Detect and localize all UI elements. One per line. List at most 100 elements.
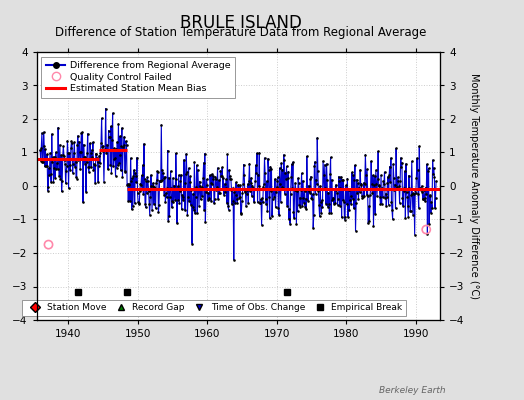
Point: [212, 176, 220, 182]
Point: [129, 173, 138, 179]
Point: [383, 180, 391, 186]
Point: [199, 175, 208, 182]
Point: [105, 133, 114, 140]
Point: [350, 177, 358, 184]
Point: [133, 190, 141, 197]
Point: [422, 226, 430, 233]
Point: [394, 174, 402, 180]
Point: [59, 152, 67, 158]
Point: [165, 175, 173, 181]
Point: [47, 170, 55, 177]
Point: [156, 178, 164, 184]
Point: [373, 193, 381, 200]
Point: [39, 159, 47, 166]
Point: [383, 194, 391, 200]
Point: [376, 200, 385, 207]
Point: [324, 189, 332, 196]
Point: [50, 164, 58, 171]
Point: [234, 182, 242, 188]
Point: [222, 176, 231, 182]
Point: [184, 194, 192, 201]
Point: [310, 212, 318, 218]
Point: [303, 186, 312, 192]
Point: [189, 190, 198, 197]
Point: [115, 152, 124, 158]
Point: [58, 178, 67, 184]
Point: [262, 201, 270, 208]
Point: [105, 134, 113, 140]
Point: [162, 190, 170, 196]
Point: [429, 157, 437, 163]
Point: [427, 210, 435, 216]
Point: [430, 174, 439, 180]
Point: [121, 169, 129, 175]
Point: [185, 198, 193, 204]
Point: [404, 214, 412, 220]
Point: [411, 187, 419, 194]
Point: [183, 212, 192, 218]
Point: [96, 149, 105, 156]
Point: [216, 168, 225, 174]
Point: [424, 168, 432, 174]
Point: [156, 178, 165, 184]
Point: [127, 178, 135, 185]
Point: [230, 256, 238, 263]
Point: [422, 190, 430, 197]
Point: [305, 188, 313, 194]
Point: [353, 190, 362, 196]
Point: [340, 216, 348, 223]
Point: [227, 176, 235, 182]
Point: [323, 204, 332, 210]
Point: [310, 163, 319, 170]
Point: [104, 128, 113, 134]
Point: [77, 130, 85, 136]
Point: [206, 172, 214, 178]
Point: [122, 138, 130, 144]
Point: [177, 172, 185, 178]
Point: [165, 213, 173, 220]
Point: [114, 121, 123, 127]
Point: [240, 172, 248, 178]
Point: [326, 171, 334, 177]
Point: [329, 196, 337, 202]
Point: [417, 186, 425, 193]
Point: [202, 189, 210, 195]
Point: [399, 203, 407, 209]
Point: [298, 203, 307, 209]
Point: [157, 122, 166, 128]
Point: [104, 166, 112, 172]
Point: [91, 162, 99, 168]
Point: [176, 188, 184, 194]
Point: [86, 140, 94, 146]
Point: [287, 174, 296, 180]
Point: [173, 220, 181, 226]
Point: [63, 163, 71, 170]
Point: [316, 183, 324, 189]
Point: [389, 175, 398, 182]
Point: [370, 182, 378, 189]
Point: [233, 200, 242, 206]
Point: [304, 198, 312, 204]
Point: [266, 215, 274, 221]
Point: [334, 174, 343, 180]
Point: [250, 199, 258, 206]
Point: [54, 124, 62, 131]
Point: [170, 182, 178, 189]
Point: [159, 175, 168, 182]
Point: [385, 172, 394, 178]
Point: [45, 242, 53, 248]
Point: [219, 186, 227, 192]
Point: [305, 190, 314, 196]
Point: [178, 206, 186, 213]
Point: [238, 198, 246, 204]
Point: [302, 206, 310, 213]
Point: [91, 180, 100, 186]
Point: [235, 194, 244, 200]
Point: [195, 202, 203, 209]
Point: [225, 173, 234, 179]
Point: [263, 208, 271, 215]
Point: [272, 188, 280, 195]
Point: [394, 178, 402, 184]
Point: [353, 176, 361, 183]
Point: [342, 185, 350, 192]
